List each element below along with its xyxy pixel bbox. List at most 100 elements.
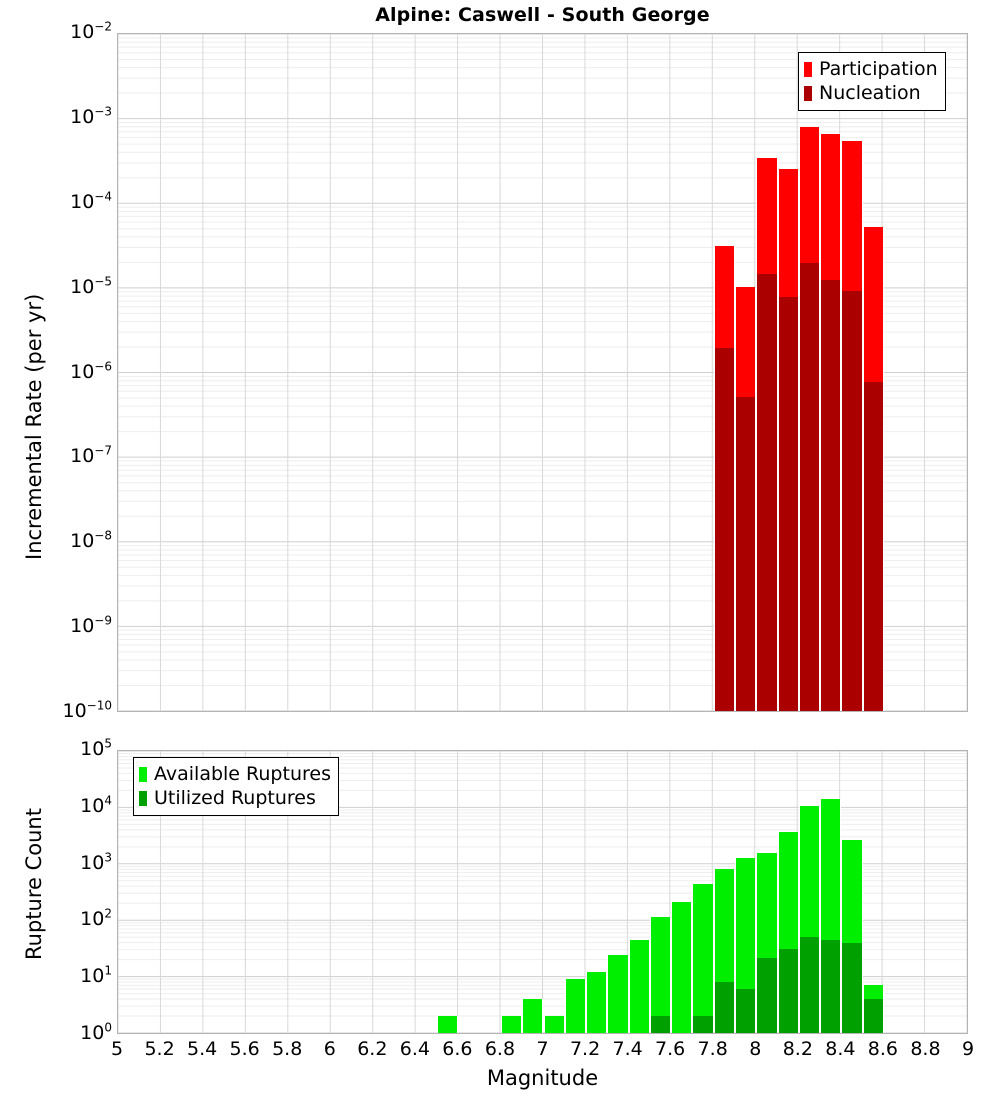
bar-segment-inner — [649, 1015, 672, 1033]
bar-segment-outer — [607, 954, 629, 1033]
bar — [777, 751, 799, 1033]
bar-segment-inner — [692, 1015, 714, 1033]
x-tick-label: 5.2 — [144, 1038, 175, 1060]
bar-segment-outer — [522, 998, 544, 1033]
bar-segment-outer — [500, 1015, 523, 1033]
bar — [862, 751, 884, 1033]
x-tick-label: 7.8 — [697, 1038, 728, 1060]
legend-swatch-participation — [804, 61, 812, 77]
bar-segment-inner — [841, 291, 863, 711]
legend-label-nucleation: Nucleation — [819, 81, 921, 104]
legend-swatch-available-ruptures — [139, 766, 147, 782]
bar — [692, 751, 714, 1033]
x-tick-label: 7.4 — [612, 1038, 643, 1060]
bar-segment-inner — [798, 262, 821, 711]
bar-segment-inner — [862, 998, 884, 1033]
bar — [841, 751, 863, 1033]
x-tick-label: 5 — [110, 1038, 124, 1060]
bar-segment-inner — [820, 279, 842, 711]
bar-segment-outer — [543, 1015, 565, 1033]
x-tick-label: 7.2 — [569, 1038, 601, 1060]
x-tick-label: 5.6 — [229, 1038, 260, 1060]
legend-swatch-nucleation — [804, 85, 812, 101]
bar-segment-inner — [756, 957, 778, 1033]
bar-segment-inner — [862, 382, 884, 711]
page-title: Alpine: Caswell - South George — [375, 4, 710, 26]
bar-segment-inner — [777, 949, 799, 1033]
x-tick-label: 8.8 — [910, 1038, 941, 1060]
y-tick-label: 10−10 — [62, 698, 112, 722]
x-tick-label: 9 — [961, 1038, 975, 1060]
bar — [628, 751, 650, 1033]
legend-incremental-rate: Participation Nucleation — [798, 52, 946, 111]
y-tick-label: 10−9 — [70, 613, 112, 638]
bar — [798, 751, 821, 1033]
incremental-rate-plot — [117, 33, 968, 712]
y-axis-label-bottom: Rupture Count — [22, 808, 46, 960]
y-tick-label: 10−2 — [70, 19, 112, 43]
x-tick-label: 7 — [536, 1038, 549, 1060]
bar-segment-inner — [734, 988, 757, 1033]
y-tick-label: 101 — [80, 963, 112, 988]
x-tick-label: 8 — [749, 1038, 762, 1060]
bar-segment-inner — [713, 347, 735, 711]
bar-segment-outer — [437, 1015, 459, 1033]
bar — [607, 751, 629, 1033]
bars-incremental-rate — [118, 34, 967, 711]
bar-segment-inner — [756, 274, 778, 711]
x-axis-label: Magnitude — [486, 1066, 599, 1090]
bar — [671, 751, 693, 1033]
y-tick-label: 10−7 — [70, 444, 112, 468]
bar — [820, 34, 842, 711]
bar — [862, 34, 884, 711]
bar-segment-outer — [671, 902, 693, 1033]
legend-item-utilized-ruptures[interactable]: Utilized Ruptures — [139, 786, 331, 810]
bar — [437, 751, 459, 1033]
y-tick-label: 104 — [80, 793, 112, 817]
bar — [777, 34, 799, 711]
x-tick-label: 6.8 — [484, 1038, 516, 1060]
bar-segment-inner — [820, 939, 842, 1033]
bar — [649, 751, 672, 1033]
legend-item-nucleation[interactable]: Nucleation — [804, 81, 938, 105]
y-tick-label: 103 — [80, 850, 112, 874]
x-tick-label: 7.6 — [655, 1038, 686, 1060]
x-tick-label: 8.2 — [782, 1038, 813, 1060]
bar — [820, 751, 842, 1033]
bar — [734, 34, 757, 711]
y-tick-label: 10−3 — [70, 104, 112, 128]
bar — [798, 34, 821, 711]
legend-rupture-count: Available Ruptures Utilized Ruptures — [133, 757, 339, 816]
legend-swatch-utilized-ruptures — [139, 790, 147, 806]
y-tick-label: 10−4 — [70, 189, 112, 213]
bar-segment-outer — [649, 917, 672, 1033]
legend-item-available-ruptures[interactable]: Available Ruptures — [139, 762, 331, 786]
legend-label-participation: Participation — [819, 57, 938, 80]
bar-segment-inner — [734, 397, 757, 711]
bar — [500, 751, 523, 1033]
x-tick-label: 8.6 — [867, 1038, 898, 1060]
bar-segment-outer — [564, 978, 587, 1033]
bar-segment-outer — [586, 971, 608, 1033]
x-tick-label: 6.4 — [399, 1038, 430, 1060]
bar — [734, 751, 757, 1033]
legend-label-available-ruptures: Available Ruptures — [154, 762, 331, 785]
bar — [756, 34, 778, 711]
bar — [713, 751, 735, 1033]
x-tick-label: 5.8 — [272, 1038, 303, 1060]
y-axis-ticks-top: 10−2 10−3 10−4 10−5 10−6 10−7 10−8 10−9 10−10 — [0, 21, 112, 721]
y-tick-label: 10−6 — [70, 359, 112, 383]
bar — [586, 751, 608, 1033]
x-tick-label: 6.6 — [442, 1038, 473, 1060]
legend-item-participation[interactable]: Participation — [804, 57, 938, 81]
bar — [458, 751, 479, 1033]
y-axis-label-top: Incremental Rate (per yr) — [22, 293, 46, 560]
bar — [564, 751, 587, 1033]
bar — [841, 34, 863, 711]
y-tick-label: 102 — [80, 907, 112, 931]
bar — [522, 751, 544, 1033]
x-tick-label: 6.2 — [357, 1038, 388, 1060]
bars-rupture-count — [118, 751, 967, 1033]
bar-segment-inner — [841, 943, 863, 1033]
